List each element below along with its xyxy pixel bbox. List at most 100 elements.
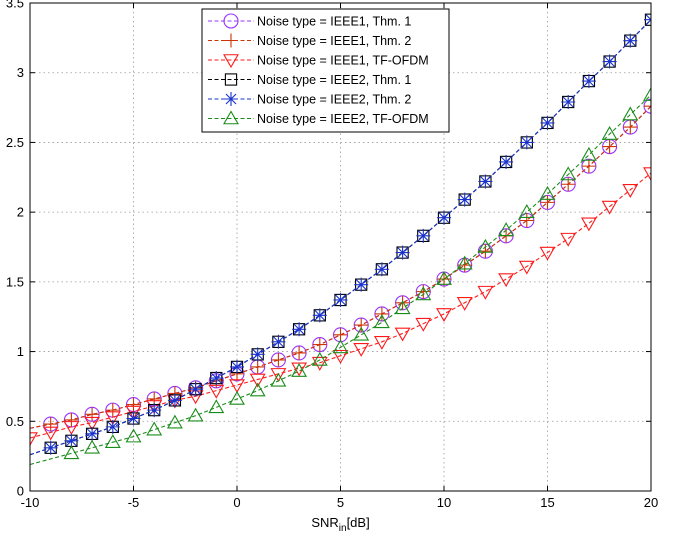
- legend-label: Noise type = IEEE1, Thm. 1: [257, 15, 411, 29]
- legend-marker: [224, 73, 238, 86]
- data-point: [147, 403, 162, 418]
- data-point: [416, 228, 431, 243]
- legend-label: Noise type = IEEE1, TF-OFDM: [257, 54, 429, 68]
- data-point: [374, 262, 389, 277]
- legend: Noise type = IEEE1, Thm. 1 Noise type = I…: [201, 8, 450, 133]
- data-point: [250, 347, 265, 362]
- data-point: [64, 412, 79, 427]
- data-point: [561, 94, 576, 109]
- data-point: [539, 246, 556, 261]
- data-point: [64, 433, 79, 448]
- data-point: [332, 339, 349, 354]
- data-point: [518, 204, 535, 218]
- y-tick-label: 2: [17, 205, 24, 220]
- data-point: [250, 359, 265, 374]
- data-point: [187, 407, 204, 422]
- legend-label: Noise type = IEEE2, TF-OFDM: [257, 112, 429, 126]
- data-point: [208, 384, 225, 399]
- x-axis-label-unit: [dB]: [347, 515, 370, 530]
- y-tick-label: 2.5: [6, 135, 24, 150]
- data-point: [644, 99, 651, 114]
- y-tick-label: 0: [17, 484, 24, 499]
- y-tick-label: 1.5: [6, 274, 24, 289]
- x-tick-label: -5: [128, 495, 140, 510]
- data-point: [354, 318, 369, 333]
- data-point: [105, 419, 120, 434]
- data-point: [311, 351, 328, 366]
- data-point: [271, 334, 286, 349]
- data-point: [437, 210, 451, 225]
- data-point: [312, 337, 327, 352]
- data-point: [84, 416, 101, 431]
- data-point: [477, 285, 494, 300]
- data-point: [580, 146, 597, 161]
- data-point: [167, 393, 182, 408]
- data-point: [539, 185, 556, 200]
- data-point: [560, 232, 577, 247]
- data-point: [623, 120, 638, 135]
- y-tick-label: 3.5: [6, 0, 24, 11]
- data-point: [292, 322, 307, 337]
- data-point: [580, 217, 597, 232]
- data-point: [104, 434, 121, 448]
- data-point: [42, 426, 59, 441]
- data-point: [601, 200, 618, 215]
- data-point: [146, 421, 163, 436]
- data-point: [477, 238, 494, 253]
- data-point: [209, 371, 224, 386]
- data-point: [353, 342, 370, 357]
- data-point: [84, 439, 101, 454]
- data-point: [63, 445, 80, 460]
- data-point: [229, 379, 245, 394]
- x-axis-label-subscript: in: [339, 523, 347, 534]
- data-point: [519, 135, 534, 150]
- legend-label: Noise type = IEEE2, Thm. 1: [257, 73, 411, 87]
- data-point: [415, 286, 432, 301]
- legend-marker: [223, 54, 239, 69]
- series-5: [30, 12, 651, 456]
- x-axis-label-main: SNR: [311, 515, 338, 530]
- data-point: [43, 440, 58, 455]
- data-point: [126, 411, 141, 426]
- data-point: [601, 125, 618, 140]
- x-tick-label: 5: [337, 495, 344, 510]
- data-point: [581, 74, 596, 89]
- data-point: [623, 33, 638, 48]
- data-point: [271, 352, 286, 367]
- x-axis-label: SNRin[dB]: [311, 515, 369, 534]
- series-3: [30, 167, 651, 447]
- data-point: [332, 349, 349, 364]
- data-point: [249, 382, 266, 397]
- data-point: [643, 167, 651, 182]
- legend-label: Noise type = IEEE1, Thm. 2: [257, 34, 411, 48]
- x-tick-label: 0: [233, 495, 240, 510]
- data-point: [333, 292, 348, 307]
- legend-marker: [224, 92, 238, 106]
- data-point: [415, 317, 432, 332]
- data-point: [30, 432, 38, 447]
- data-point: [85, 426, 100, 441]
- x-tick-label: 15: [540, 495, 554, 510]
- legend-item: Noise type = IEEE2, TF-OFDM: [208, 110, 429, 126]
- data-point: [436, 308, 452, 323]
- data-point: [105, 403, 120, 418]
- data-point: [188, 382, 203, 397]
- data-point: [373, 314, 390, 329]
- data-point: [456, 296, 473, 311]
- data-point: [229, 390, 245, 405]
- data-point: [85, 407, 100, 422]
- legend-item: Noise type = IEEE1, Thm. 2: [208, 33, 411, 48]
- data-point: [395, 295, 410, 310]
- data-point: [394, 327, 411, 342]
- legend-item: Noise type = IEEE1, TF-OFDM: [208, 54, 429, 69]
- data-point: [291, 362, 308, 377]
- data-point: [581, 159, 596, 174]
- y-tick-label: 3: [17, 65, 24, 80]
- data-point: [374, 306, 389, 321]
- legend-marker: [224, 33, 238, 48]
- data-point: [270, 372, 287, 387]
- data-point: [622, 184, 639, 198]
- y-tick-label: 0.5: [6, 414, 24, 429]
- data-point: [395, 245, 410, 260]
